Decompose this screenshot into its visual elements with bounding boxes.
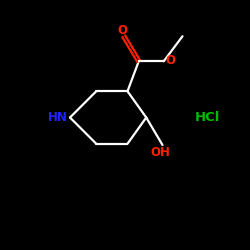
Text: HN: HN <box>48 111 68 124</box>
Text: HCl: HCl <box>195 111 220 124</box>
Text: O: O <box>118 24 128 37</box>
Text: OH: OH <box>150 146 170 158</box>
Text: O: O <box>165 54 175 66</box>
